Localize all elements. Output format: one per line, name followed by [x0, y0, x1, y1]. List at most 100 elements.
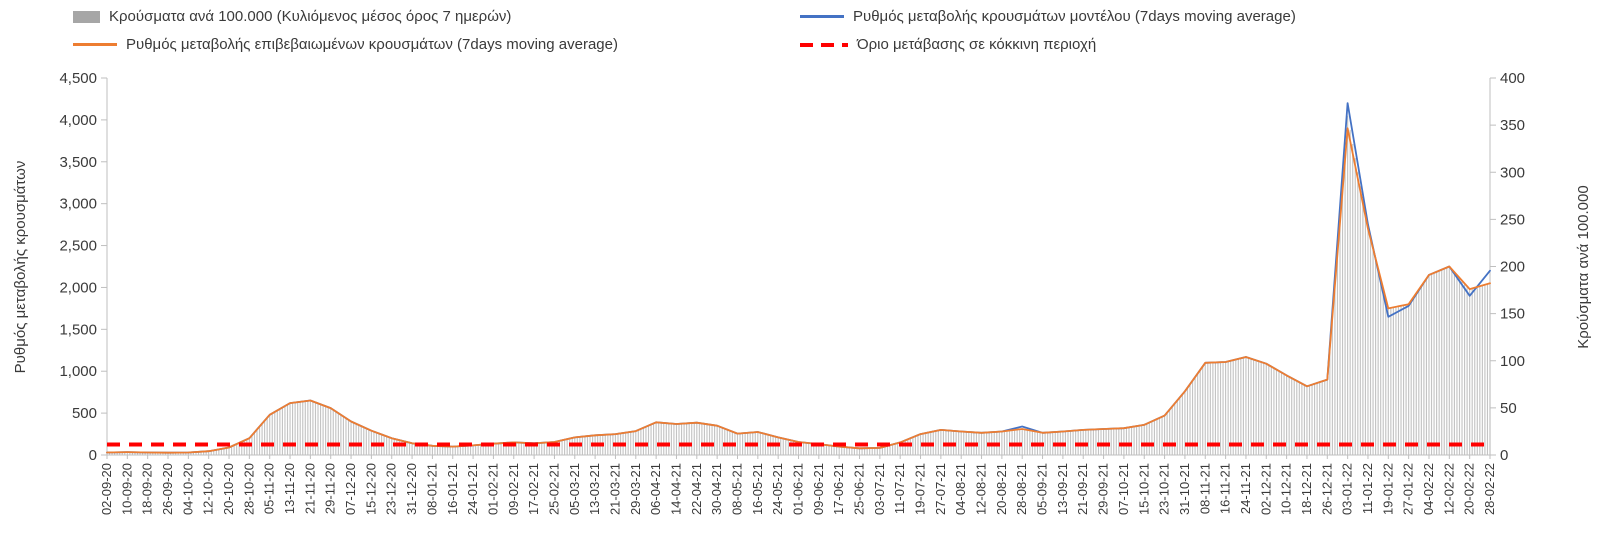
confirmed-rate-line [106, 127, 1491, 454]
x-axis-tick-label: 26-12-21 [1319, 463, 1334, 515]
x-axis-tick-label: 17-06-21 [831, 463, 846, 515]
x-axis-tick-label: 11-07-21 [892, 463, 907, 514]
legend-item-red-threshold: Όριο μετάβασης σε κόκκινη περιοχή [800, 36, 1096, 53]
x-axis-tick-label: 29-09-21 [1096, 463, 1111, 515]
x-axis-tick-label: 14-04-21 [668, 463, 683, 515]
x-axis-tick-label: 11-01-22 [1360, 463, 1375, 514]
right-axis-tick-label: 250 [1500, 211, 1525, 228]
x-axis-tick-label: 01-02-21 [485, 463, 500, 515]
confirmed-line-swatch-icon [73, 43, 117, 46]
legend-label-model-rate: Ρυθμός μεταβολής κρουσμάτων μοντέλου (7d… [853, 8, 1296, 25]
right-axis-tick-label: 0 [1500, 447, 1508, 464]
x-axis-tick-label: 24-05-21 [770, 463, 785, 515]
x-axis-tick-label: 27-01-22 [1401, 463, 1416, 515]
left-axis-tick-label: 4,000 [59, 112, 97, 129]
line-series [106, 102, 1491, 454]
x-axis-tick-label: 05-03-21 [567, 463, 582, 515]
x-axis-tick-label: 30-04-21 [709, 463, 724, 515]
x-axis-tick-label: 21-03-21 [607, 463, 622, 515]
left-axis-tick-label: 500 [72, 405, 97, 422]
x-axis-tick-label: 24-01-21 [465, 463, 480, 515]
bar-series-path [106, 115, 1491, 455]
x-axis-tick-label: 18-12-21 [1299, 463, 1314, 515]
axis-tick-labels: 05001,0001,5002,0002,5003,0003,5004,0004… [59, 70, 1525, 515]
x-axis-tick-label: 08-05-21 [729, 463, 744, 515]
x-axis-tick-label: 16-11-21 [1218, 463, 1233, 514]
x-axis-tick-label: 16-05-21 [750, 463, 765, 515]
x-axis-tick-label: 16-01-21 [445, 463, 460, 515]
x-axis-tick-label: 04-10-20 [180, 463, 195, 515]
x-axis-tick-label: 31-12-20 [404, 463, 419, 515]
x-axis-tick-label: 05-09-21 [1035, 463, 1050, 515]
x-axis-tick-label: 07-10-21 [1116, 463, 1131, 515]
x-axis-tick-label: 22-04-21 [689, 463, 704, 515]
left-axis-tick-label: 0 [89, 447, 97, 464]
left-axis-tick-label: 3,500 [59, 154, 97, 171]
x-axis-tick-label: 20-10-20 [221, 463, 236, 515]
legend-item-confirmed-rate: Ρυθμός μεταβολής επιβεβαιωμένων κρουσμάτ… [73, 36, 618, 53]
x-axis-tick-label: 25-02-21 [546, 463, 561, 515]
x-axis-tick-label: 24-11-21 [1238, 463, 1253, 514]
x-axis-tick-label: 02-12-21 [1258, 463, 1273, 515]
bars-cases-per-100k [106, 115, 1491, 455]
x-axis-tick-label: 27-07-21 [933, 463, 948, 515]
x-axis-tick-label: 28-10-20 [241, 463, 256, 515]
x-axis-tick-label: 10-09-20 [119, 463, 134, 515]
right-axis-tick-label: 100 [1500, 353, 1525, 370]
left-axis-tick-label: 4,500 [59, 70, 97, 87]
x-axis-tick-label: 20-08-21 [994, 463, 1009, 515]
x-axis-tick-label: 28-02-22 [1482, 463, 1497, 515]
right-axis-tick-label: 150 [1500, 306, 1525, 323]
left-axis-tick-label: 2,500 [59, 238, 97, 255]
x-axis-tick-label: 03-07-21 [872, 463, 887, 515]
x-axis-tick-label: 10-12-21 [1279, 463, 1294, 515]
x-axis-tick-label: 09-06-21 [811, 463, 826, 515]
x-axis-tick-label: 01-06-21 [791, 463, 806, 515]
legend-item-model-rate: Ρυθμός μεταβολής κρουσμάτων μοντέλου (7d… [800, 8, 1296, 25]
right-axis-tick-label: 300 [1500, 164, 1525, 181]
x-axis-tick-label: 18-09-20 [140, 463, 155, 515]
x-axis-tick-label: 12-02-22 [1441, 463, 1456, 515]
x-axis-tick-label: 12-10-20 [201, 463, 216, 515]
right-axis-tick-label: 50 [1500, 400, 1517, 417]
model-line-swatch-icon [800, 15, 844, 18]
x-axis-tick-label: 08-01-21 [424, 463, 439, 515]
x-axis-tick-label: 26-09-20 [160, 463, 175, 515]
legend-label-cases-per-100k: Κρούσματα ανά 100.000 (Κυλιόμενος μέσος … [109, 8, 512, 25]
x-axis-tick-label: 13-11-20 [282, 463, 297, 514]
left-axis-tick-label: 1,000 [59, 363, 97, 380]
x-axis-tick-label: 21-11-20 [302, 463, 317, 514]
legend-label-confirmed-rate: Ρυθμός μεταβολής επιβεβαιωμένων κρουσμάτ… [126, 36, 618, 53]
x-axis-tick-label: 02-09-20 [99, 463, 114, 515]
x-axis-tick-label: 28-08-21 [1014, 463, 1029, 515]
x-axis-tick-label: 13-09-21 [1055, 463, 1070, 515]
x-axis-tick-label: 17-02-21 [526, 463, 541, 515]
x-axis-tick-label: 29-11-20 [323, 463, 338, 514]
right-axis-tick-label: 350 [1500, 117, 1525, 134]
x-axis-tick-label: 31-10-21 [1177, 463, 1192, 515]
legend-label-red-threshold: Όριο μετάβασης σε κόκκινη περιοχή [857, 36, 1097, 53]
x-axis-tick-label: 06-04-21 [648, 463, 663, 515]
x-axis-tick-label: 20-02-22 [1462, 463, 1477, 515]
x-axis-tick-label: 08-11-21 [1197, 463, 1212, 514]
x-axis-tick-label: 12-08-21 [974, 463, 989, 515]
x-axis-tick-label: 07-12-20 [343, 463, 358, 515]
x-axis-tick-label: 21-09-21 [1075, 463, 1090, 515]
x-axis-tick-label: 03-01-22 [1340, 463, 1355, 515]
x-axis-tick-label: 09-02-21 [506, 463, 521, 515]
x-axis-tick-label: 25-06-21 [852, 463, 867, 515]
left-axis-tick-label: 1,500 [59, 321, 97, 338]
x-axis-tick-label: 29-03-21 [628, 463, 643, 515]
left-axis-tick-label: 2,000 [59, 279, 97, 296]
x-axis-tick-label: 23-12-20 [384, 463, 399, 515]
legend-item-cases-per-100k: Κρούσματα ανά 100.000 (Κυλιόμενος μέσος … [73, 8, 511, 25]
x-axis-tick-label: 19-07-21 [913, 463, 928, 515]
axes [101, 77, 1496, 459]
x-axis-tick-label: 19-01-22 [1380, 463, 1395, 515]
left-axis-tick-label: 3,000 [59, 196, 97, 213]
x-axis-tick-label: 15-12-20 [363, 463, 378, 515]
x-axis-tick-label: 05-11-20 [262, 463, 277, 514]
right-axis-tick-label: 200 [1500, 259, 1525, 276]
